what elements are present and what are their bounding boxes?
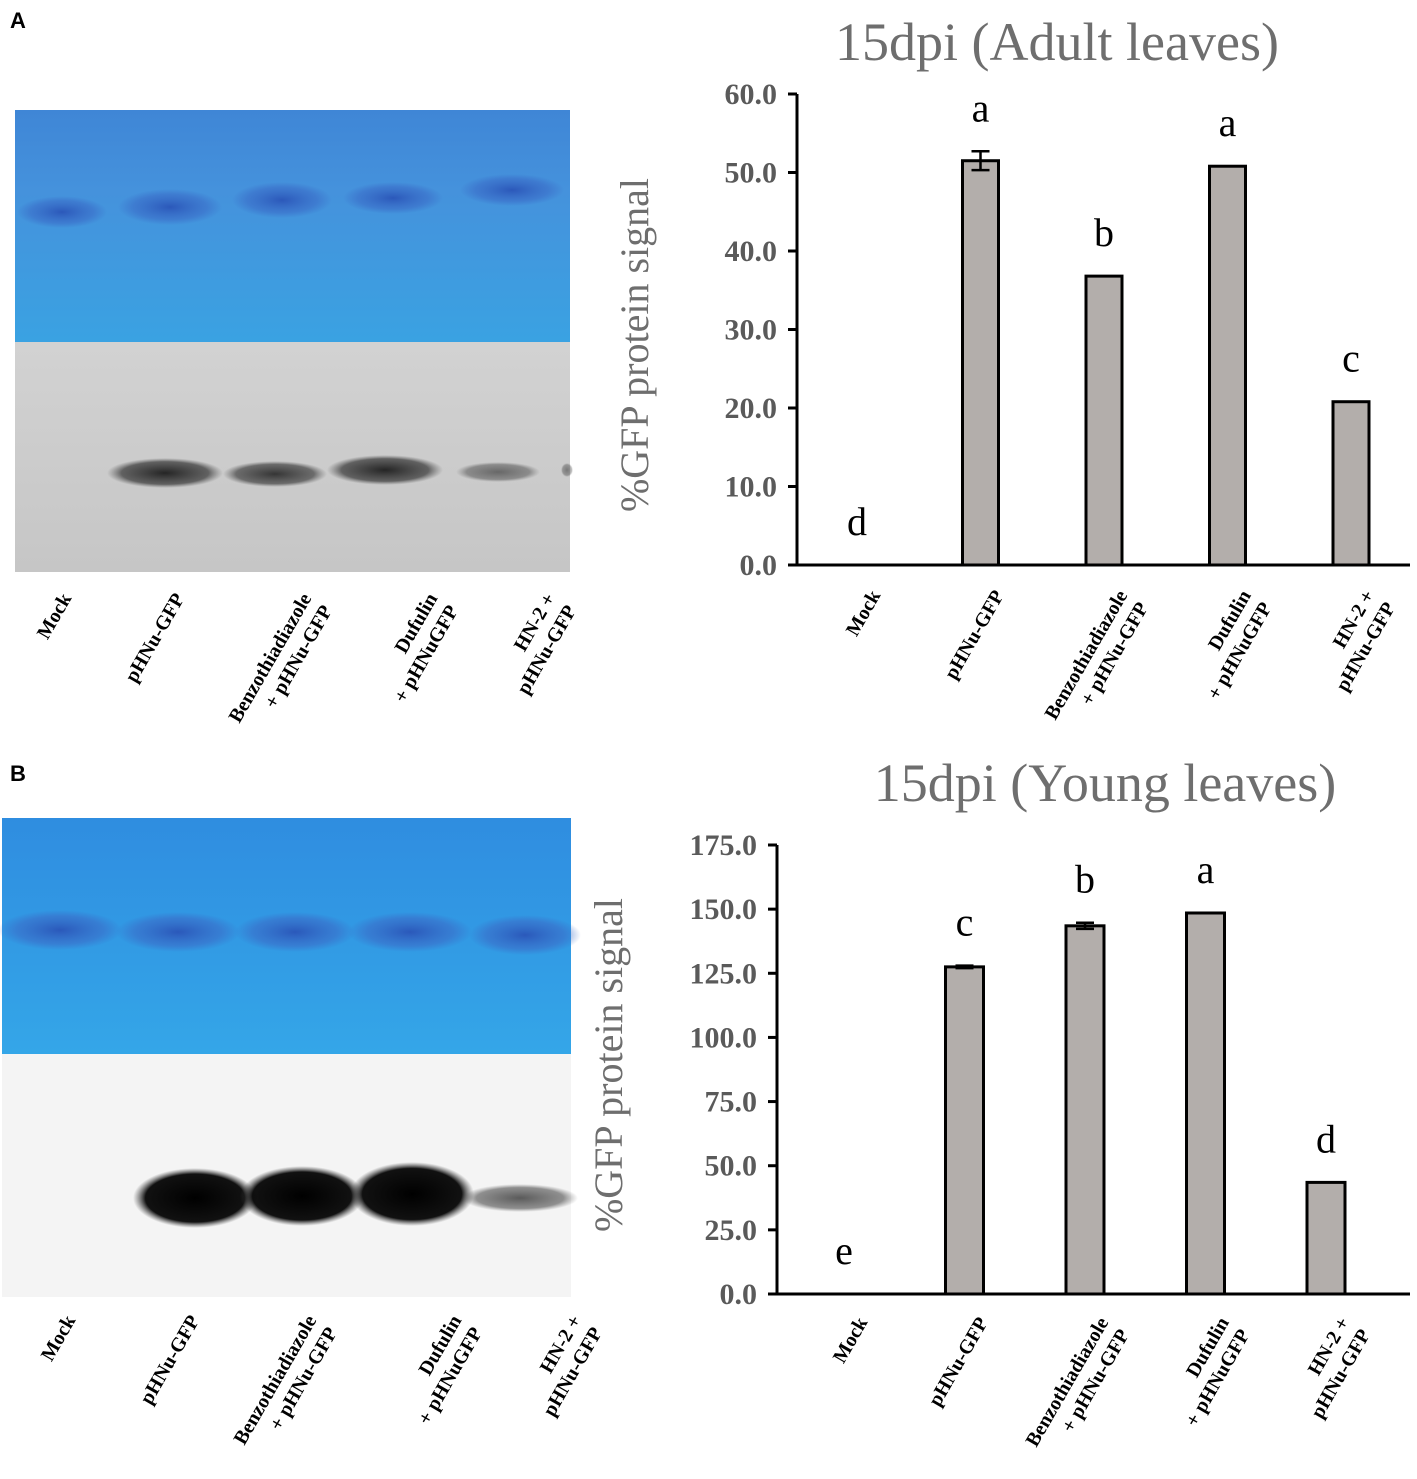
y-tick-label: 0.0 [740,549,778,582]
x-tick-label: Dufulin+ pHNuGFP [1182,587,1276,704]
error-bar [955,964,974,970]
significance-label: b [1094,210,1114,255]
bar [1185,911,1226,1296]
significance-label: a [1219,100,1237,145]
y-tick-label: 100.0 [690,1021,758,1054]
y-axis-label: %GFP protein signal [612,178,657,512]
x-tick-label: pHNu-GFP [924,1314,993,1411]
chart-title: 15dpi (Young leaves) [874,753,1336,813]
x-tick-label-line: Mock [842,586,886,640]
lane-labels-a: Mock pHNu-GFP Benzothiadiazole+ pHNu-GFP Du… [33,589,581,738]
y-tick-label: 150.0 [690,893,758,926]
lane-label: pHNu-GFP [121,590,190,687]
bar [1331,400,1371,567]
gel-image-b [0,818,581,1297]
lane-label: Dufulin+ pHNuGFP [369,590,463,707]
y-tick-label: 0.0 [720,1278,758,1311]
western-blot-a [15,342,570,572]
bar [1064,924,1106,1296]
bar [944,965,985,1296]
x-tick-label: Mock [829,1313,873,1367]
x-tick-label-line: pHNu-GFP [940,587,1009,684]
bar [1208,164,1247,567]
x-tick-label: Dufulin+ pHNuGFP [1160,1314,1254,1431]
lane-label: Benzothiadiazole+ pHNu-GFP [230,1311,343,1460]
y-tick-label: 30.0 [725,314,778,347]
x-tick-label: Benzothiadiazole+ pHNu-GFP [1022,1313,1135,1462]
error-bar [971,150,990,172]
bar [961,159,1000,567]
panel-letter-a: A [10,8,26,33]
lane-label-line: pHNu-GFP [121,590,190,687]
y-tick-label: 50.0 [725,157,778,190]
significance-label: d [847,499,867,544]
lane-label: Mock [33,589,77,643]
y-tick-label: 175.0 [690,829,758,862]
error-bar [1076,921,1094,931]
significance-label: c [1342,336,1360,381]
x-tick-label: pHNu-GFP [940,587,1009,684]
coomassie-stain-a [15,110,570,342]
y-tick-label: 10.0 [725,471,778,504]
y-tick-label: 25.0 [705,1214,758,1247]
significance-label: a [1197,847,1215,892]
western-bands-a [107,455,573,488]
lane-label: pHNu-GFP [136,1312,205,1409]
x-tick-label: HN-2 +pHNu-GFP [1311,587,1400,696]
y-tick-label: 75.0 [705,1086,758,1119]
bar [1084,274,1124,567]
significance-label: b [1075,857,1095,902]
lane-label: Mock [37,1311,81,1365]
western-bands-b [133,1162,578,1228]
gel-image-a [15,110,573,572]
lane-labels-b: Mock pHNu-GFP Benzothiadiazole+ pHNu-GFP Du… [37,1311,607,1460]
y-tick-label: 125.0 [690,957,758,990]
coomassie-bands-a [17,174,564,228]
coomassie-bands-b [0,910,581,955]
y-tick-label: 40.0 [725,235,778,268]
significance-label: e [835,1228,853,1273]
x-tick-label: Mock [842,586,886,640]
panel-letter-b: B [10,761,26,786]
y-axis-label: %GFP protein signal [586,898,631,1232]
y-tick-label: 60.0 [725,78,778,111]
bar-chart-adult-leaves: 15dpi (Adult leaves) %GFP protein signal 0… [612,12,1410,735]
significance-label: d [1316,1116,1336,1161]
lane-label-line: Mock [33,589,77,643]
x-tick-label-line: pHNu-GFP [924,1314,993,1411]
x-tick-label: HN-2 +pHNu-GFP [1286,1314,1375,1423]
significance-label: c [956,900,974,945]
lane-label-line: pHNu-GFP [136,1312,205,1409]
lane-label: Dufulin+ pHNuGFP [393,1312,487,1429]
lane-label: HN-2 +pHNu-GFP [492,590,581,699]
lane-label: Benzothiadiazole+ pHNu-GFP [225,589,338,738]
bar-chart-young-leaves: 15dpi (Young leaves) %GFP protein signal 0… [586,753,1410,1462]
chart-title: 15dpi (Adult leaves) [835,12,1279,72]
significance-label: a [972,85,990,130]
y-tick-label: 20.0 [725,392,778,425]
x-tick-label-line: Mock [829,1313,873,1367]
y-tick-label: 50.0 [705,1150,758,1183]
lane-label: HN-2 +pHNu-GFP [518,1312,607,1421]
bar [1305,1180,1347,1296]
lane-label-line: Mock [37,1311,81,1365]
x-tick-label: Benzothiadiazole+ pHNu-GFP [1041,586,1154,735]
